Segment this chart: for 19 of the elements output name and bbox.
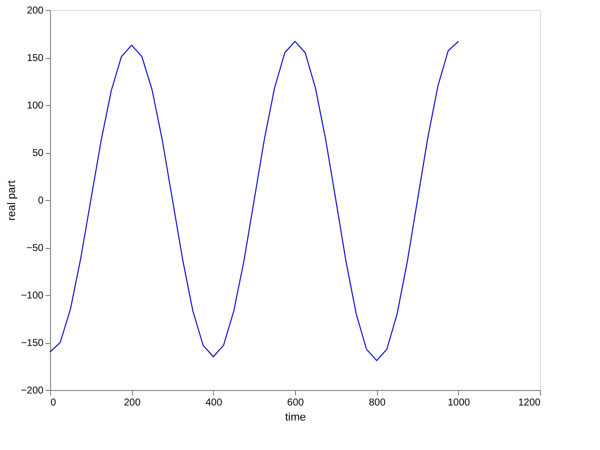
x-tick-label: 1000 [448,398,470,408]
y-tick-label: −200 [20,386,44,396]
y-tick-label: 100 [26,100,44,112]
x-tick-label: 600 [287,398,304,408]
y-tick-label: −150 [20,338,44,349]
y-tick-label: 0 [38,196,44,206]
y-axis-title: real part [6,180,18,221]
x-tick-label: 1200 [518,398,541,408]
y-tick-label: 50 [32,148,44,159]
y-tick-label: −100 [20,290,44,302]
x-tick-label: 400 [205,398,223,408]
x-axis-title: time [285,412,306,424]
x-tick-label: 0 [50,398,56,408]
line-series [50,40,459,362]
y-tick-label: 200 [26,6,44,16]
y-tick-label: 150 [26,53,44,64]
y-tick-label: −50 [26,243,44,254]
x-tick-label: 200 [124,398,141,408]
x-tick-label: 800 [368,398,386,408]
